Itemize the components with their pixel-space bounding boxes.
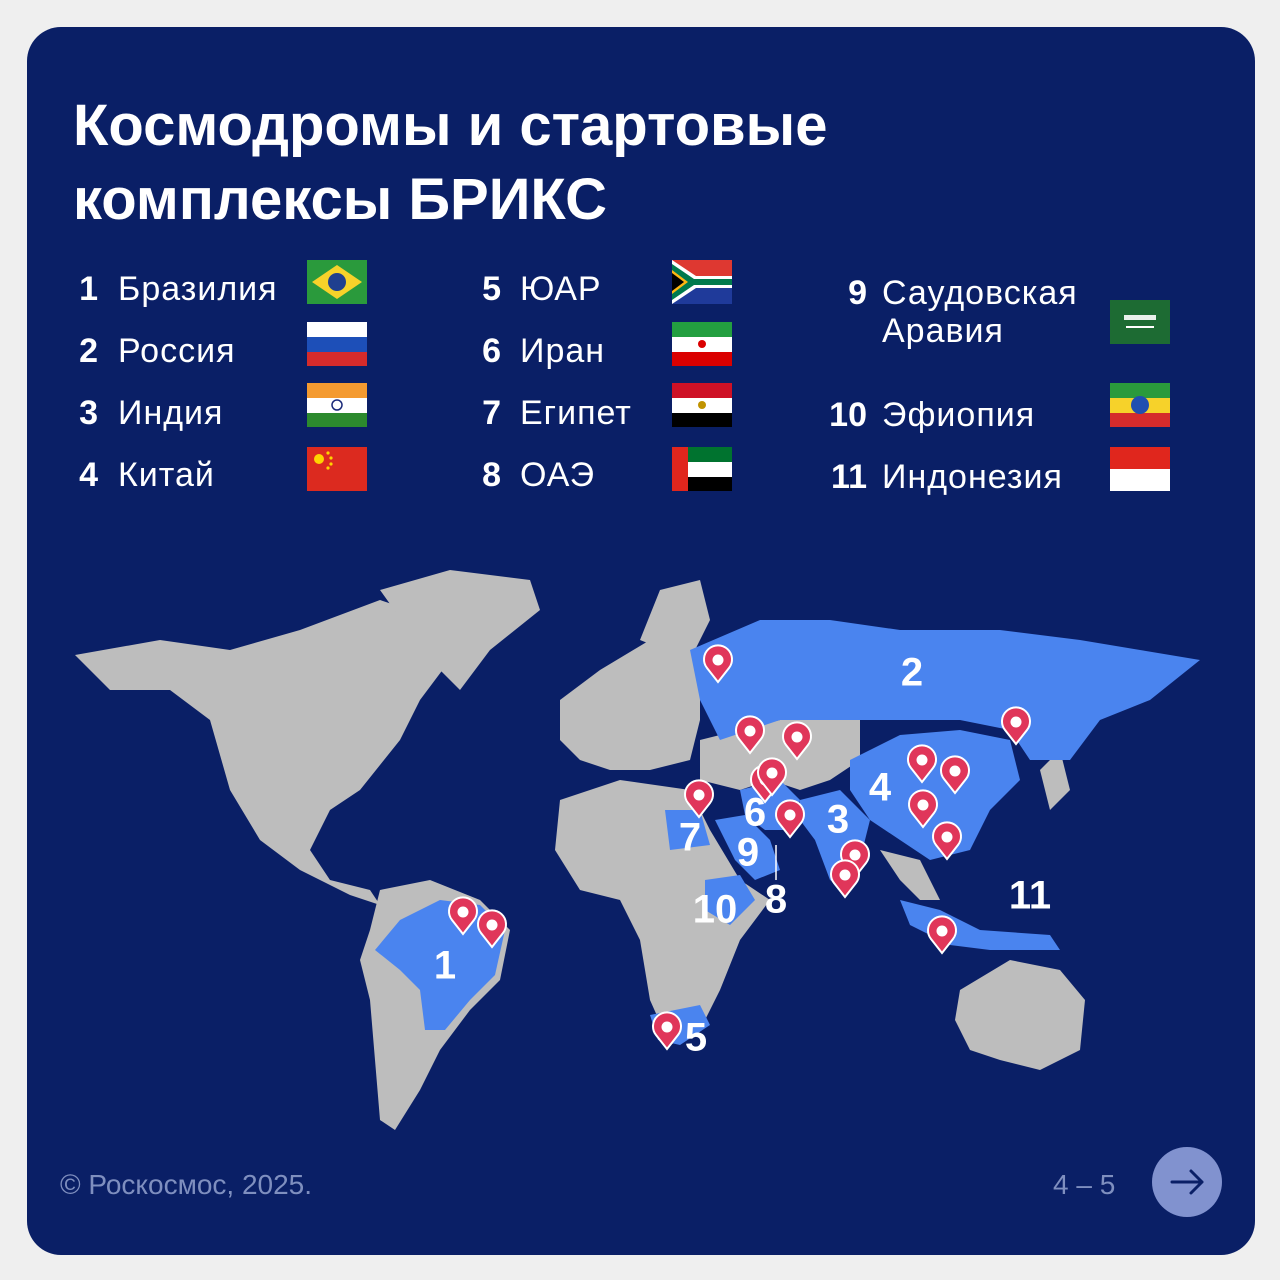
flag-china (307, 447, 367, 491)
legend-number: 1 (79, 270, 98, 308)
world-map: 1 2 34 5 67 89 10 11 (75, 570, 1200, 1130)
legend-number: 7 (482, 394, 501, 432)
map-label: 2 (901, 651, 923, 695)
pin-dot (784, 809, 796, 821)
map-label: 8 (765, 878, 787, 922)
flag-uae (672, 447, 732, 491)
legend-name: Индонезия (882, 458, 1063, 496)
legend-name: ОАЭ (520, 456, 596, 494)
legend-name: Россия (118, 332, 236, 370)
flag-iran (672, 322, 732, 366)
legend-name: Египет (520, 394, 632, 432)
legend-name: ЮАР (520, 270, 602, 308)
flag-india (307, 383, 367, 427)
pin-dot (744, 725, 756, 737)
pin-dot (917, 799, 929, 811)
pin-dot (849, 849, 861, 861)
pin-dot (1010, 716, 1022, 728)
legend-name: Иран (520, 332, 606, 370)
map-label: 3 (827, 798, 849, 842)
map-label: 1 (434, 944, 456, 988)
pin-dot (661, 1021, 673, 1033)
legend-number: 11 (831, 458, 867, 496)
pin-dot (839, 869, 851, 881)
legend-name: Бразилия (118, 270, 278, 308)
legend-number: 4 (79, 456, 98, 494)
pins (448, 644, 1031, 1051)
legend-name: Саудовская Аравия (882, 274, 1078, 350)
flag-brazil (307, 260, 367, 304)
pin-dot (486, 919, 498, 931)
flag-russia (307, 322, 367, 366)
flag-indonesia (1110, 447, 1170, 491)
title: Космодромы и стартовые комплексы БРИКС (73, 93, 828, 232)
map-label: 10 (693, 888, 738, 932)
legend-number: 8 (482, 456, 501, 494)
pin-dot (936, 925, 948, 937)
legend-number: 6 (482, 332, 501, 370)
page-indicator: 4 – 5 (1053, 1169, 1116, 1200)
legend-number: 5 (482, 270, 501, 308)
pin-dot (457, 906, 469, 918)
flag-ethiopia (1110, 383, 1170, 427)
legend-number: 9 (848, 274, 867, 312)
flag-south-africa (672, 260, 732, 304)
map-label: 5 (685, 1016, 707, 1060)
map-label: 11 (1009, 874, 1051, 918)
copyright: © Роскосмос, 2025. (60, 1169, 313, 1200)
legend-name: Китай (118, 456, 215, 494)
brics-countries (375, 620, 1200, 1045)
pin-dot (791, 731, 803, 743)
legend-number: 3 (79, 394, 98, 432)
map-label: 7 (679, 816, 701, 860)
flag-saudi-arabia (1110, 300, 1170, 344)
map-label: 4 (869, 766, 892, 810)
legend-name: Индия (118, 394, 224, 432)
legend-number: 10 (829, 396, 867, 434)
pin-dot (916, 754, 928, 766)
card: 1 2 3 4 5 6 7 8 9 10 11 Космодромы и стартовые ком… (27, 27, 1255, 1255)
flag-egypt (672, 383, 732, 427)
pin-dot (712, 654, 724, 666)
next-button[interactable] (1152, 1147, 1222, 1217)
map-labels: 1 2 34 5 67 89 10 11 (434, 651, 1051, 1060)
pin-dot (766, 767, 778, 779)
pin-dot (941, 831, 953, 843)
map-label: 9 (737, 831, 759, 875)
pin-dot (693, 789, 705, 801)
map-label: 6 (744, 791, 766, 835)
pin-dot (949, 765, 961, 777)
legend-name: Эфиопия (882, 396, 1036, 434)
legend-number: 2 (79, 332, 98, 370)
